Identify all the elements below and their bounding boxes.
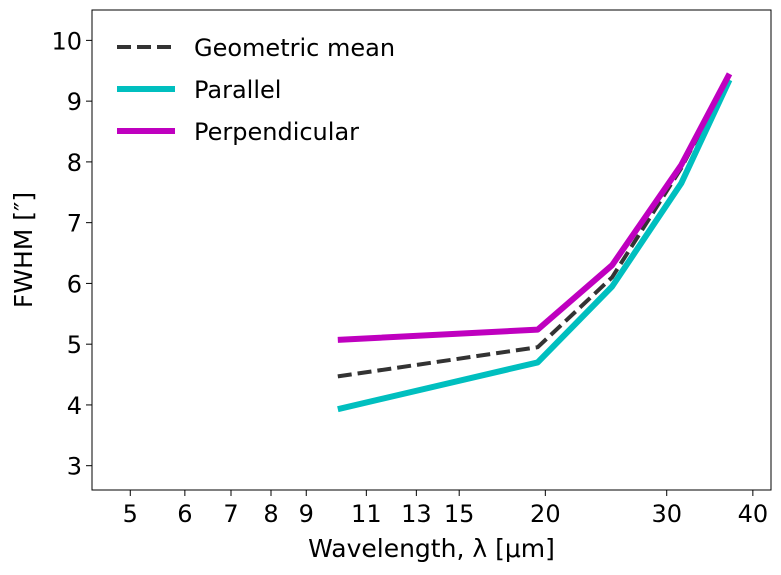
legend-label-1: Geometric mean [194,34,395,62]
x-tick-label: 6 [177,500,192,528]
x-tick-label: 11 [351,500,382,528]
x-tick-label: 7 [223,500,238,528]
series-layer [337,72,733,413]
legend-label-3: Perpendicular [194,118,359,146]
legend-label-2: Parallel [194,76,281,104]
y-tick-label: 5 [67,331,82,359]
y-tick-label: 4 [67,392,82,420]
y-tick-label: 9 [67,88,82,116]
x-tick-label: 20 [530,500,561,528]
series-line-2 [337,78,733,413]
x-tick-label: 5 [123,500,138,528]
y-axis-label: FWHM [″] [9,192,38,308]
x-tick-label: 8 [263,500,278,528]
x-tick-label: 30 [651,500,682,528]
x-axis-ticks: 5 6 7 8 9 11 13 15 20 30 40 [123,490,768,528]
legend: Geometric mean Parallel Perpendicular [117,34,395,146]
plot-frame [91,9,772,491]
y-tick-label: 10 [51,27,82,55]
x-tick-label: 40 [738,500,769,528]
x-tick-label: 9 [299,500,314,528]
x-tick-label: 13 [401,500,432,528]
y-tick-label: 6 [67,270,82,298]
y-tick-label: 8 [67,149,82,177]
y-tick-label: 7 [67,210,82,238]
y-axis-ticks: 3 4 5 6 7 8 9 10 [51,27,92,481]
x-axis-label: Wavelength, λ [μm] [308,534,555,563]
y-tick-label: 3 [67,453,82,481]
series-line-3 [337,72,733,343]
x-tick-label: 15 [444,500,475,528]
